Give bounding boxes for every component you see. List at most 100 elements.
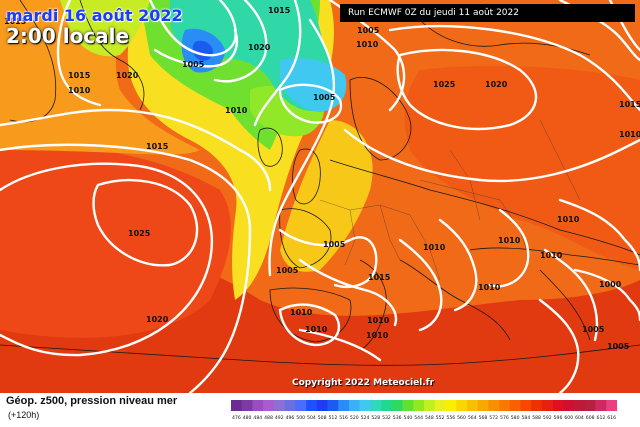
scale-swatch — [477, 400, 489, 411]
scale-label: 548 — [425, 415, 434, 421]
scale-label: 540 — [404, 415, 413, 421]
scale-swatch — [241, 400, 253, 411]
scale-swatch — [252, 400, 264, 411]
scale-label: 592 — [543, 415, 552, 421]
scale-swatch — [338, 400, 350, 411]
borders — [319, 119, 581, 281]
isobar-label: 1015 — [4, 17, 27, 26]
scale-swatch — [316, 400, 328, 411]
scale-swatch — [413, 400, 425, 411]
isobar-label: 1015 — [619, 100, 640, 109]
isobar-label: 1005 — [323, 240, 346, 249]
scale-label: 496 — [286, 415, 295, 421]
scale-label: 516 — [339, 415, 348, 421]
isobar-label: 1000 — [599, 280, 622, 289]
scale-swatch — [595, 400, 607, 411]
forecast-date: mardi 16 août 2022 — [6, 6, 183, 25]
isobar-label: 1005 — [182, 60, 205, 69]
scale-swatch — [348, 400, 360, 411]
scale-swatch — [520, 400, 532, 411]
scale-label: 552 — [436, 415, 445, 421]
scale-label: 556 — [446, 415, 455, 421]
scale-swatch — [466, 400, 478, 411]
scale-swatch — [273, 400, 285, 411]
scale-label: 532 — [382, 415, 391, 421]
isobar-label: 1015 — [268, 6, 291, 15]
scale-swatch — [531, 400, 543, 411]
isobar-label: 1010 — [305, 325, 328, 334]
scale-label: 600 — [564, 415, 573, 421]
isobar-label: 1010 — [290, 308, 313, 317]
geopotential-zone-atlantic — [0, 146, 231, 338]
scale-swatch — [327, 400, 339, 411]
scale-swatch — [541, 400, 553, 411]
color-scale: 476 480 484 488 492 496 500 504 508 512 516 520 524 5… — [231, 400, 617, 421]
isobar-label: 1015 — [368, 273, 391, 282]
isobar-label: 1010 — [540, 251, 563, 260]
scale-swatch — [499, 400, 511, 411]
scale-label: 512 — [328, 415, 337, 421]
scale-swatch — [488, 400, 500, 411]
scale-label: 520 — [350, 415, 359, 421]
legend-subtitle: (+120h) — [8, 410, 40, 420]
geopotential-zone-yellow-2 — [280, 120, 373, 272]
isobar-label: 1020 — [146, 315, 169, 324]
scale-label: 544 — [414, 415, 423, 421]
scale-label: 608 — [586, 415, 595, 421]
scale-label: 492 — [275, 415, 284, 421]
isobar-label: 1010 — [498, 236, 521, 245]
isobar-label: 1010 — [68, 86, 91, 95]
scale-label: 580 — [511, 415, 520, 421]
scale-swatch — [402, 400, 414, 411]
isobar-label: 1010 — [423, 243, 446, 252]
scale-label: 604 — [575, 415, 584, 421]
scale-swatch — [370, 400, 382, 411]
isobar-label: 1010 — [366, 331, 389, 340]
scale-swatch — [563, 400, 575, 411]
isobar-label: 1010 — [478, 283, 501, 292]
legend-bar: Géop. z500, pression niveau mer (+120h) … — [0, 393, 640, 427]
isobar-label: 1010 — [619, 130, 640, 139]
run-info-banner: Run ECMWF 0Z du jeudi 11 août 2022 — [340, 4, 635, 22]
scale-label: 484 — [253, 415, 262, 421]
isobar-label: 1005 — [607, 342, 630, 351]
scale-swatch — [434, 400, 446, 411]
scale-label: 508 — [318, 415, 327, 421]
geopotential-zone-greenland — [60, 0, 150, 57]
scale-label: 572 — [489, 415, 498, 421]
scale-label: 588 — [532, 415, 541, 421]
isobar-label: 1025 — [128, 229, 151, 238]
isobar-label: 1020 — [248, 43, 271, 52]
scale-swatch — [584, 400, 596, 411]
scale-label: 564 — [468, 415, 477, 421]
scale-swatch — [552, 400, 564, 411]
geopotential-zone-east — [404, 65, 640, 270]
isobar-label: 1005 — [582, 325, 605, 334]
scale-swatch — [424, 400, 436, 411]
scale-swatch — [231, 400, 243, 411]
isobar-label: 1020 — [485, 80, 508, 89]
scale-label: 480 — [243, 415, 252, 421]
isobar-label: 1010 — [557, 215, 580, 224]
scale-label: 596 — [554, 415, 563, 421]
scale-label: 476 — [232, 415, 241, 421]
scale-swatch — [381, 400, 393, 411]
scale-label: 568 — [479, 415, 488, 421]
copyright-text: Copyright 2022 Meteociel.fr — [292, 378, 435, 388]
scale-label: 488 — [264, 415, 273, 421]
isobar-label: 1015 — [146, 142, 169, 151]
scale-label: 528 — [371, 415, 380, 421]
run-info-text: Run ECMWF 0Z du jeudi 11 août 2022 — [348, 8, 519, 18]
scale-label: 524 — [361, 415, 370, 421]
scale-label: 616 — [607, 415, 616, 421]
scale-swatch — [359, 400, 371, 411]
scale-label: 504 — [307, 415, 316, 421]
isobar-label: 1005 — [276, 266, 299, 275]
scale-swatch — [606, 400, 617, 411]
isobar-label: 1010 — [367, 316, 390, 325]
isobar-label: 1025 — [433, 80, 456, 89]
scale-swatch — [456, 400, 468, 411]
isobar-labels: 1015 1005 1020 1005 1015 1010 1020 1005 … — [4, 6, 640, 351]
scale-label: 500 — [296, 415, 305, 421]
isobar-label: 1005 — [313, 93, 336, 102]
